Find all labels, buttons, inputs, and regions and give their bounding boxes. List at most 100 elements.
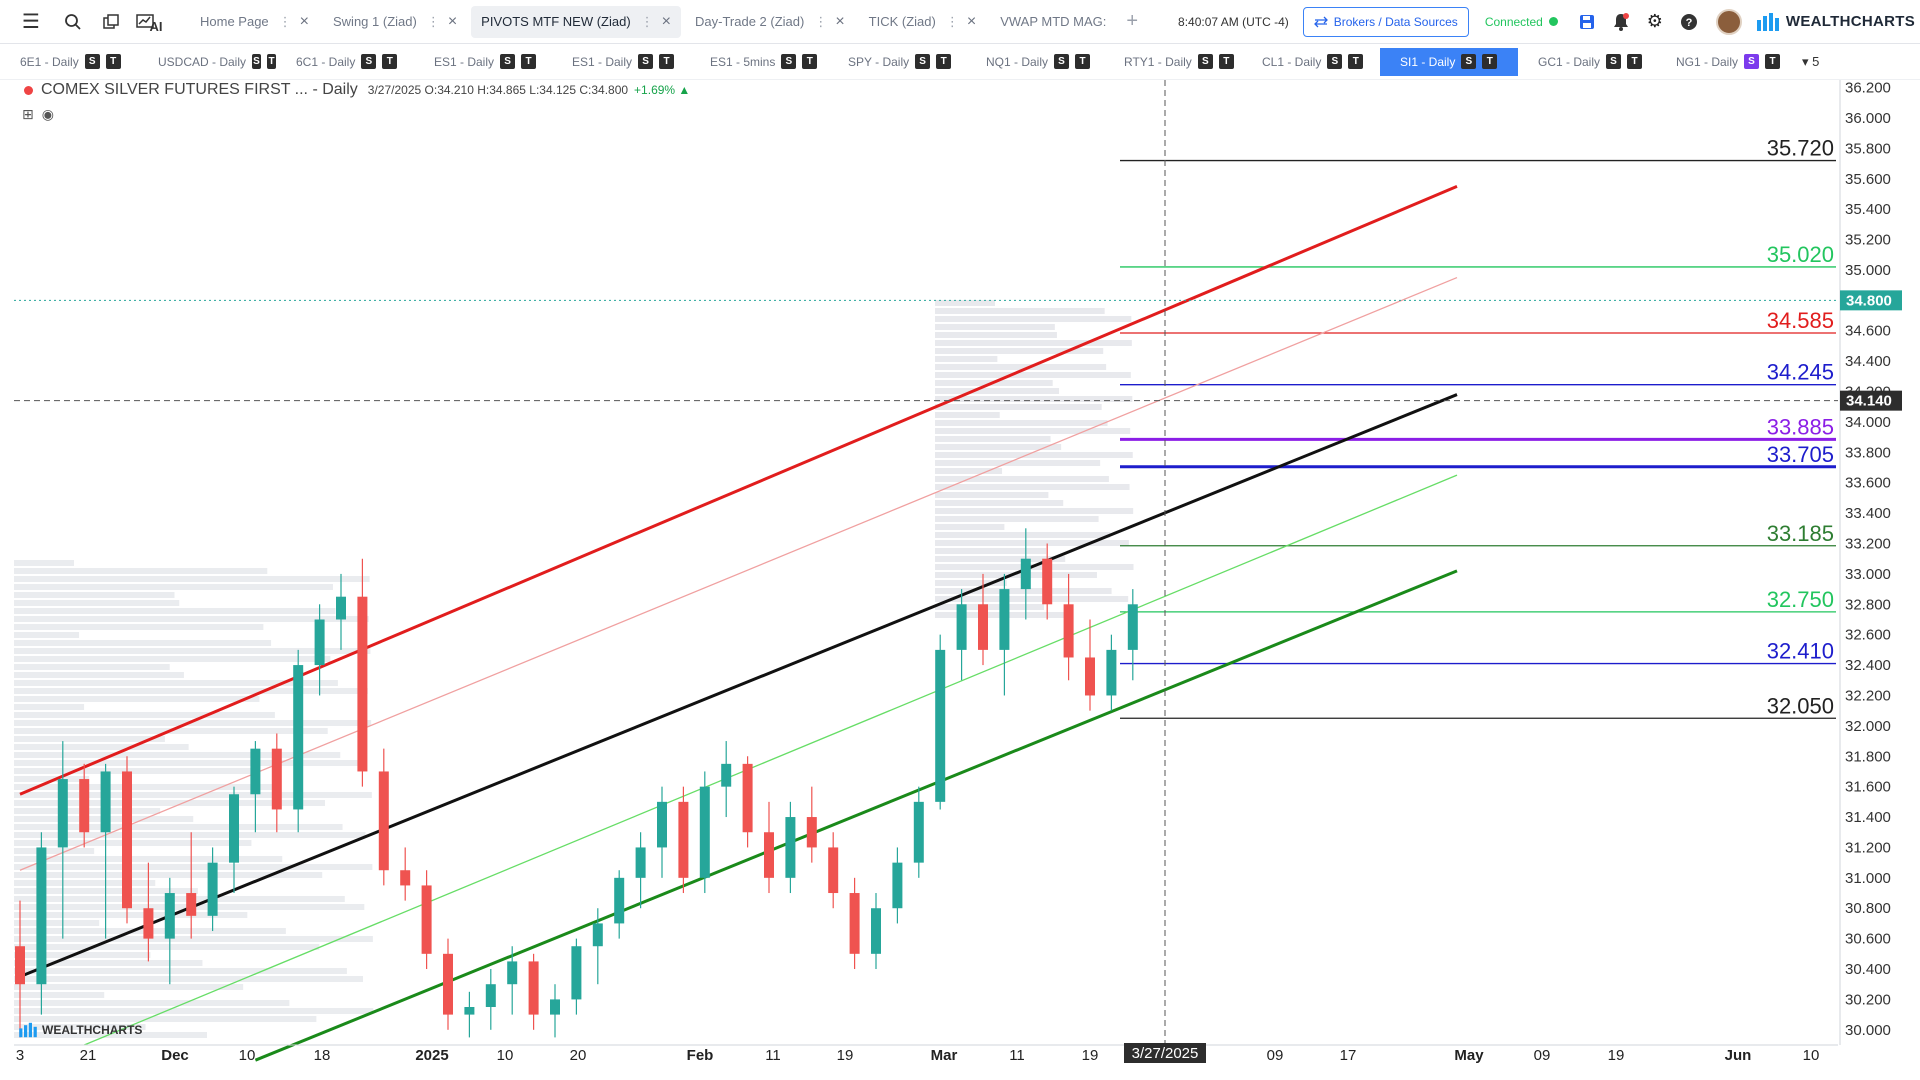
more-icon[interactable]: ⋮	[278, 13, 292, 29]
tab-label: PIVOTS MTF NEW (Ziad)	[481, 14, 631, 29]
more-symbols-button[interactable]: ▾ 5	[1802, 53, 1820, 69]
expand-icon[interactable]: ⊞	[22, 106, 34, 122]
close-icon[interactable]: ×	[447, 12, 458, 30]
legend-change-value: +1.69%	[634, 83, 676, 97]
candle-body	[143, 908, 154, 939]
t-badge[interactable]: T	[1627, 54, 1643, 69]
t-badge[interactable]: T	[659, 54, 675, 69]
trend-channel-line	[19, 184, 1458, 796]
symbol-es1-daily-2[interactable]: ES1 - Daily S T	[552, 48, 690, 76]
x-tick-label: May	[1454, 1047, 1484, 1064]
tab-tick[interactable]: TICK (Ziad) ⋮ ×	[859, 6, 987, 38]
legend-ohlc: 3/27/2025 O:34.210 H:34.865 L:34.125 C:3…	[368, 83, 628, 97]
ai-chart-icon[interactable]: AI	[132, 0, 166, 44]
symbol-gc1[interactable]: GC1 - Daily S T	[1518, 48, 1656, 76]
s-badge[interactable]: S	[638, 54, 654, 69]
s-badge[interactable]: S	[252, 54, 261, 69]
x-tick-label: 11	[1009, 1047, 1025, 1064]
add-tab-icon[interactable]: +	[1126, 10, 1139, 32]
volume-bar	[935, 500, 1064, 506]
s-badge[interactable]: S	[361, 54, 377, 69]
symbol-si1[interactable]: SI1 - Daily S T	[1380, 47, 1518, 76]
s-badge[interactable]: S	[915, 54, 931, 69]
layouts-icon[interactable]	[94, 0, 128, 44]
t-badge[interactable]: T	[1348, 54, 1364, 69]
search-icon[interactable]	[56, 0, 90, 44]
volume-bar	[14, 848, 95, 854]
close-icon[interactable]: ×	[966, 12, 977, 30]
t-badge[interactable]: T	[105, 54, 121, 69]
more-icon[interactable]: ⋮	[426, 13, 440, 29]
candle-body	[678, 801, 689, 878]
symbol-es1-5mins[interactable]: ES1 - 5mins S T	[690, 48, 828, 76]
volume-bar	[935, 516, 1099, 522]
s-badge[interactable]: S	[84, 54, 100, 69]
close-icon[interactable]: ×	[299, 12, 309, 30]
symbol-6c1[interactable]: 6C1 - Daily S T	[276, 48, 414, 76]
symbol-es1-daily[interactable]: ES1 - Daily S T	[414, 48, 552, 76]
s-badge[interactable]: S	[1327, 54, 1343, 69]
volume-bar	[14, 592, 175, 598]
volume-bar	[14, 672, 184, 678]
more-icon[interactable]: ⋮	[945, 13, 959, 29]
more-icon[interactable]: ⋮	[640, 13, 654, 29]
t-badge[interactable]: T	[1218, 54, 1234, 69]
symbol-cl1[interactable]: CL1 - Daily S T	[1242, 48, 1380, 76]
t-badge[interactable]: T	[936, 54, 952, 69]
volume-bar	[14, 680, 338, 686]
t-badge[interactable]: T	[382, 54, 398, 69]
brokers-button[interactable]: Brokers / Data Sources	[1302, 6, 1469, 37]
legend-open: 34.210	[437, 83, 474, 97]
s-badge[interactable]: S	[1197, 54, 1213, 69]
close-icon[interactable]: ×	[835, 12, 845, 30]
tab-pivots-mtf-new[interactable]: PIVOTS MTF NEW (Ziad) ⋮ ×	[471, 5, 681, 38]
t-badge[interactable]: T	[267, 54, 276, 69]
s-badge[interactable]: S	[1461, 54, 1477, 69]
pivot-level-label: 33.705	[1767, 442, 1834, 467]
candle-body	[721, 763, 732, 787]
t-badge[interactable]: T	[1765, 54, 1781, 69]
symbol-nq1[interactable]: NQ1 - Daily S T	[966, 48, 1104, 76]
t-badge[interactable]: T	[1482, 54, 1498, 69]
volume-bar	[935, 300, 995, 306]
candle-body	[956, 604, 967, 650]
y-tick-label: 35.200	[1845, 232, 1891, 249]
symbol-label: 6C1 - Daily	[296, 54, 356, 69]
candle-body	[122, 771, 132, 909]
eye-icon[interactable]: ◉	[41, 106, 54, 122]
close-icon[interactable]: ×	[661, 12, 671, 30]
s-badge[interactable]: S	[1054, 54, 1070, 69]
help-icon[interactable]: ?	[1672, 13, 1706, 31]
s-badge[interactable]: S	[1606, 54, 1622, 69]
settings-icon[interactable]: ⚙	[1646, 11, 1663, 31]
avatar[interactable]	[1715, 8, 1742, 35]
symbol-usdcad[interactable]: USDCAD - Daily S T	[138, 48, 276, 76]
s-badge[interactable]: S	[1744, 54, 1760, 69]
y-tick-label: 30.000	[1845, 1022, 1891, 1039]
menu-icon[interactable]: ☰	[22, 11, 40, 33]
symbol-rty1[interactable]: RTY1 - Daily S T	[1104, 48, 1242, 76]
tab-vwap-mtd[interactable]: VWAP MTD MAG:	[990, 6, 1116, 38]
t-badge[interactable]: T	[521, 54, 537, 69]
tab-home-page[interactable]: Home Page ⋮ ×	[190, 6, 319, 38]
t-badge[interactable]: T	[802, 54, 818, 69]
volume-bar	[935, 460, 1101, 466]
symbol-6e1[interactable]: 6E1 - Daily S T	[0, 48, 138, 76]
s-badge[interactable]: S	[781, 54, 797, 69]
volume-bar	[14, 944, 320, 950]
notifications-icon[interactable]	[1604, 12, 1638, 31]
tab-swing-1[interactable]: Swing 1 (Ziad) ⋮ ×	[323, 6, 467, 38]
candle-body	[1063, 604, 1074, 658]
symbol-label: ES1 - Daily	[434, 54, 495, 69]
more-icon[interactable]: ⋮	[814, 13, 828, 29]
volume-bar	[935, 524, 1005, 530]
tab-day-trade-2[interactable]: Day-Trade 2 (Ziad) ⋮ ×	[685, 6, 855, 38]
t-badge[interactable]: T	[1075, 54, 1091, 69]
s-badge[interactable]: S	[500, 54, 516, 69]
save-icon[interactable]	[1570, 14, 1604, 30]
volume-bar	[14, 936, 373, 942]
x-tick-label: 19	[837, 1047, 854, 1064]
symbol-spy[interactable]: SPY - Daily S T	[828, 48, 966, 76]
symbol-ng1[interactable]: NG1 - Daily S T	[1656, 48, 1794, 76]
